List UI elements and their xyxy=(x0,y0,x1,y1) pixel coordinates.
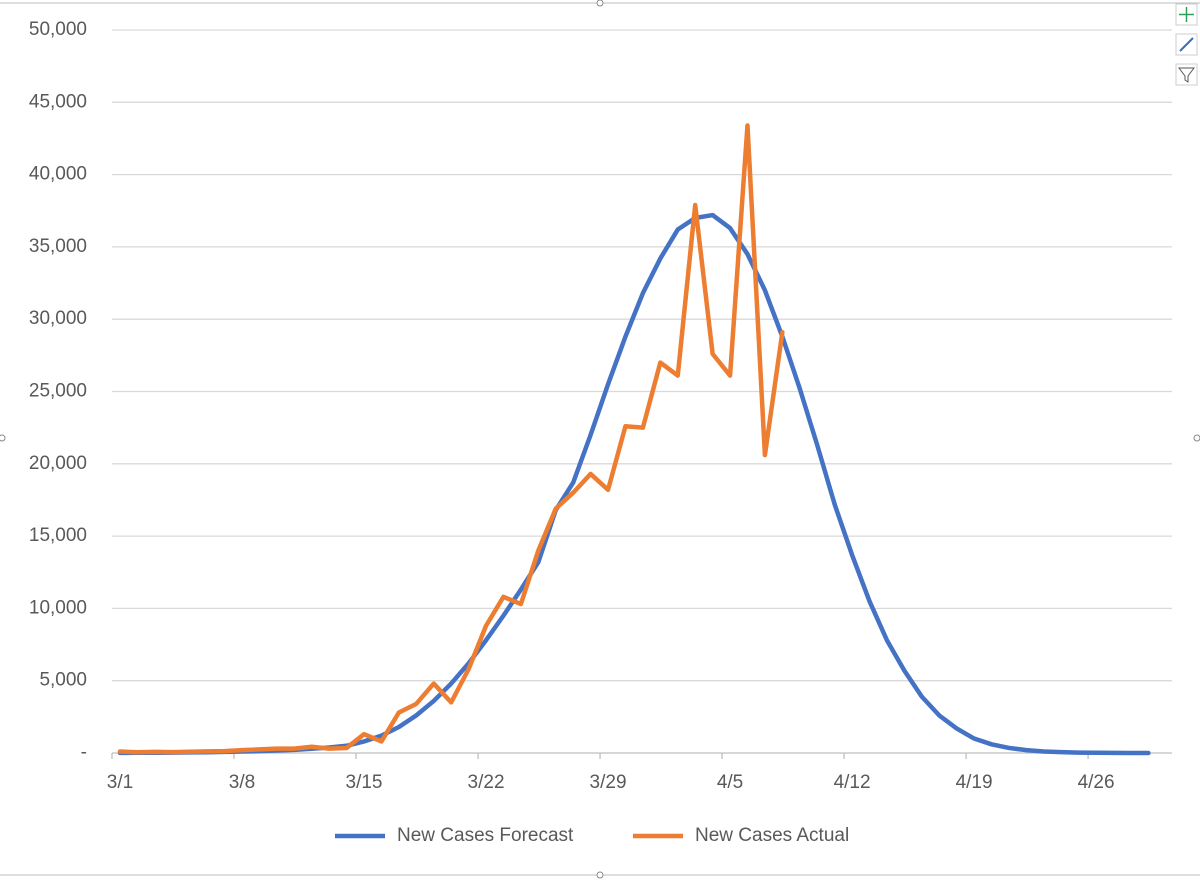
y-tick-label: 20,000 xyxy=(29,453,87,474)
legend-label: New Cases Actual xyxy=(695,825,849,846)
x-tick-label: 3/22 xyxy=(468,772,505,793)
x-tick-label: 3/29 xyxy=(590,772,627,793)
x-tick-label: 3/1 xyxy=(107,772,133,793)
y-tick-label: 45,000 xyxy=(29,91,87,112)
y-tick-label: 25,000 xyxy=(29,381,87,402)
resize-handle[interactable] xyxy=(596,871,604,879)
chart-filters-button[interactable] xyxy=(1175,63,1198,86)
x-tick-label: 4/26 xyxy=(1078,772,1115,793)
chart-elements-button[interactable] xyxy=(1175,3,1198,26)
y-tick-label: - xyxy=(81,742,87,763)
y-tick-label: 35,000 xyxy=(29,236,87,257)
resize-handle[interactable] xyxy=(1193,434,1200,442)
y-tick-label: 30,000 xyxy=(29,308,87,329)
y-tick-label: 10,000 xyxy=(29,597,87,618)
resize-handle[interactable] xyxy=(596,0,604,7)
x-tick-label: 4/12 xyxy=(834,772,871,793)
legend-label: New Cases Forecast xyxy=(397,825,574,846)
resize-handle[interactable] xyxy=(0,434,6,442)
y-tick-label: 15,000 xyxy=(29,525,87,546)
y-tick-label: 50,000 xyxy=(29,19,87,40)
x-tick-label: 3/15 xyxy=(346,772,383,793)
x-tick-label: 4/5 xyxy=(717,772,743,793)
chart-styles-button[interactable] xyxy=(1175,33,1198,56)
series-line xyxy=(117,123,785,755)
y-tick-label: 5,000 xyxy=(39,670,87,691)
x-tick-label: 3/8 xyxy=(229,772,255,793)
y-tick-label: 40,000 xyxy=(29,164,87,185)
x-tick-label: 4/19 xyxy=(956,772,993,793)
